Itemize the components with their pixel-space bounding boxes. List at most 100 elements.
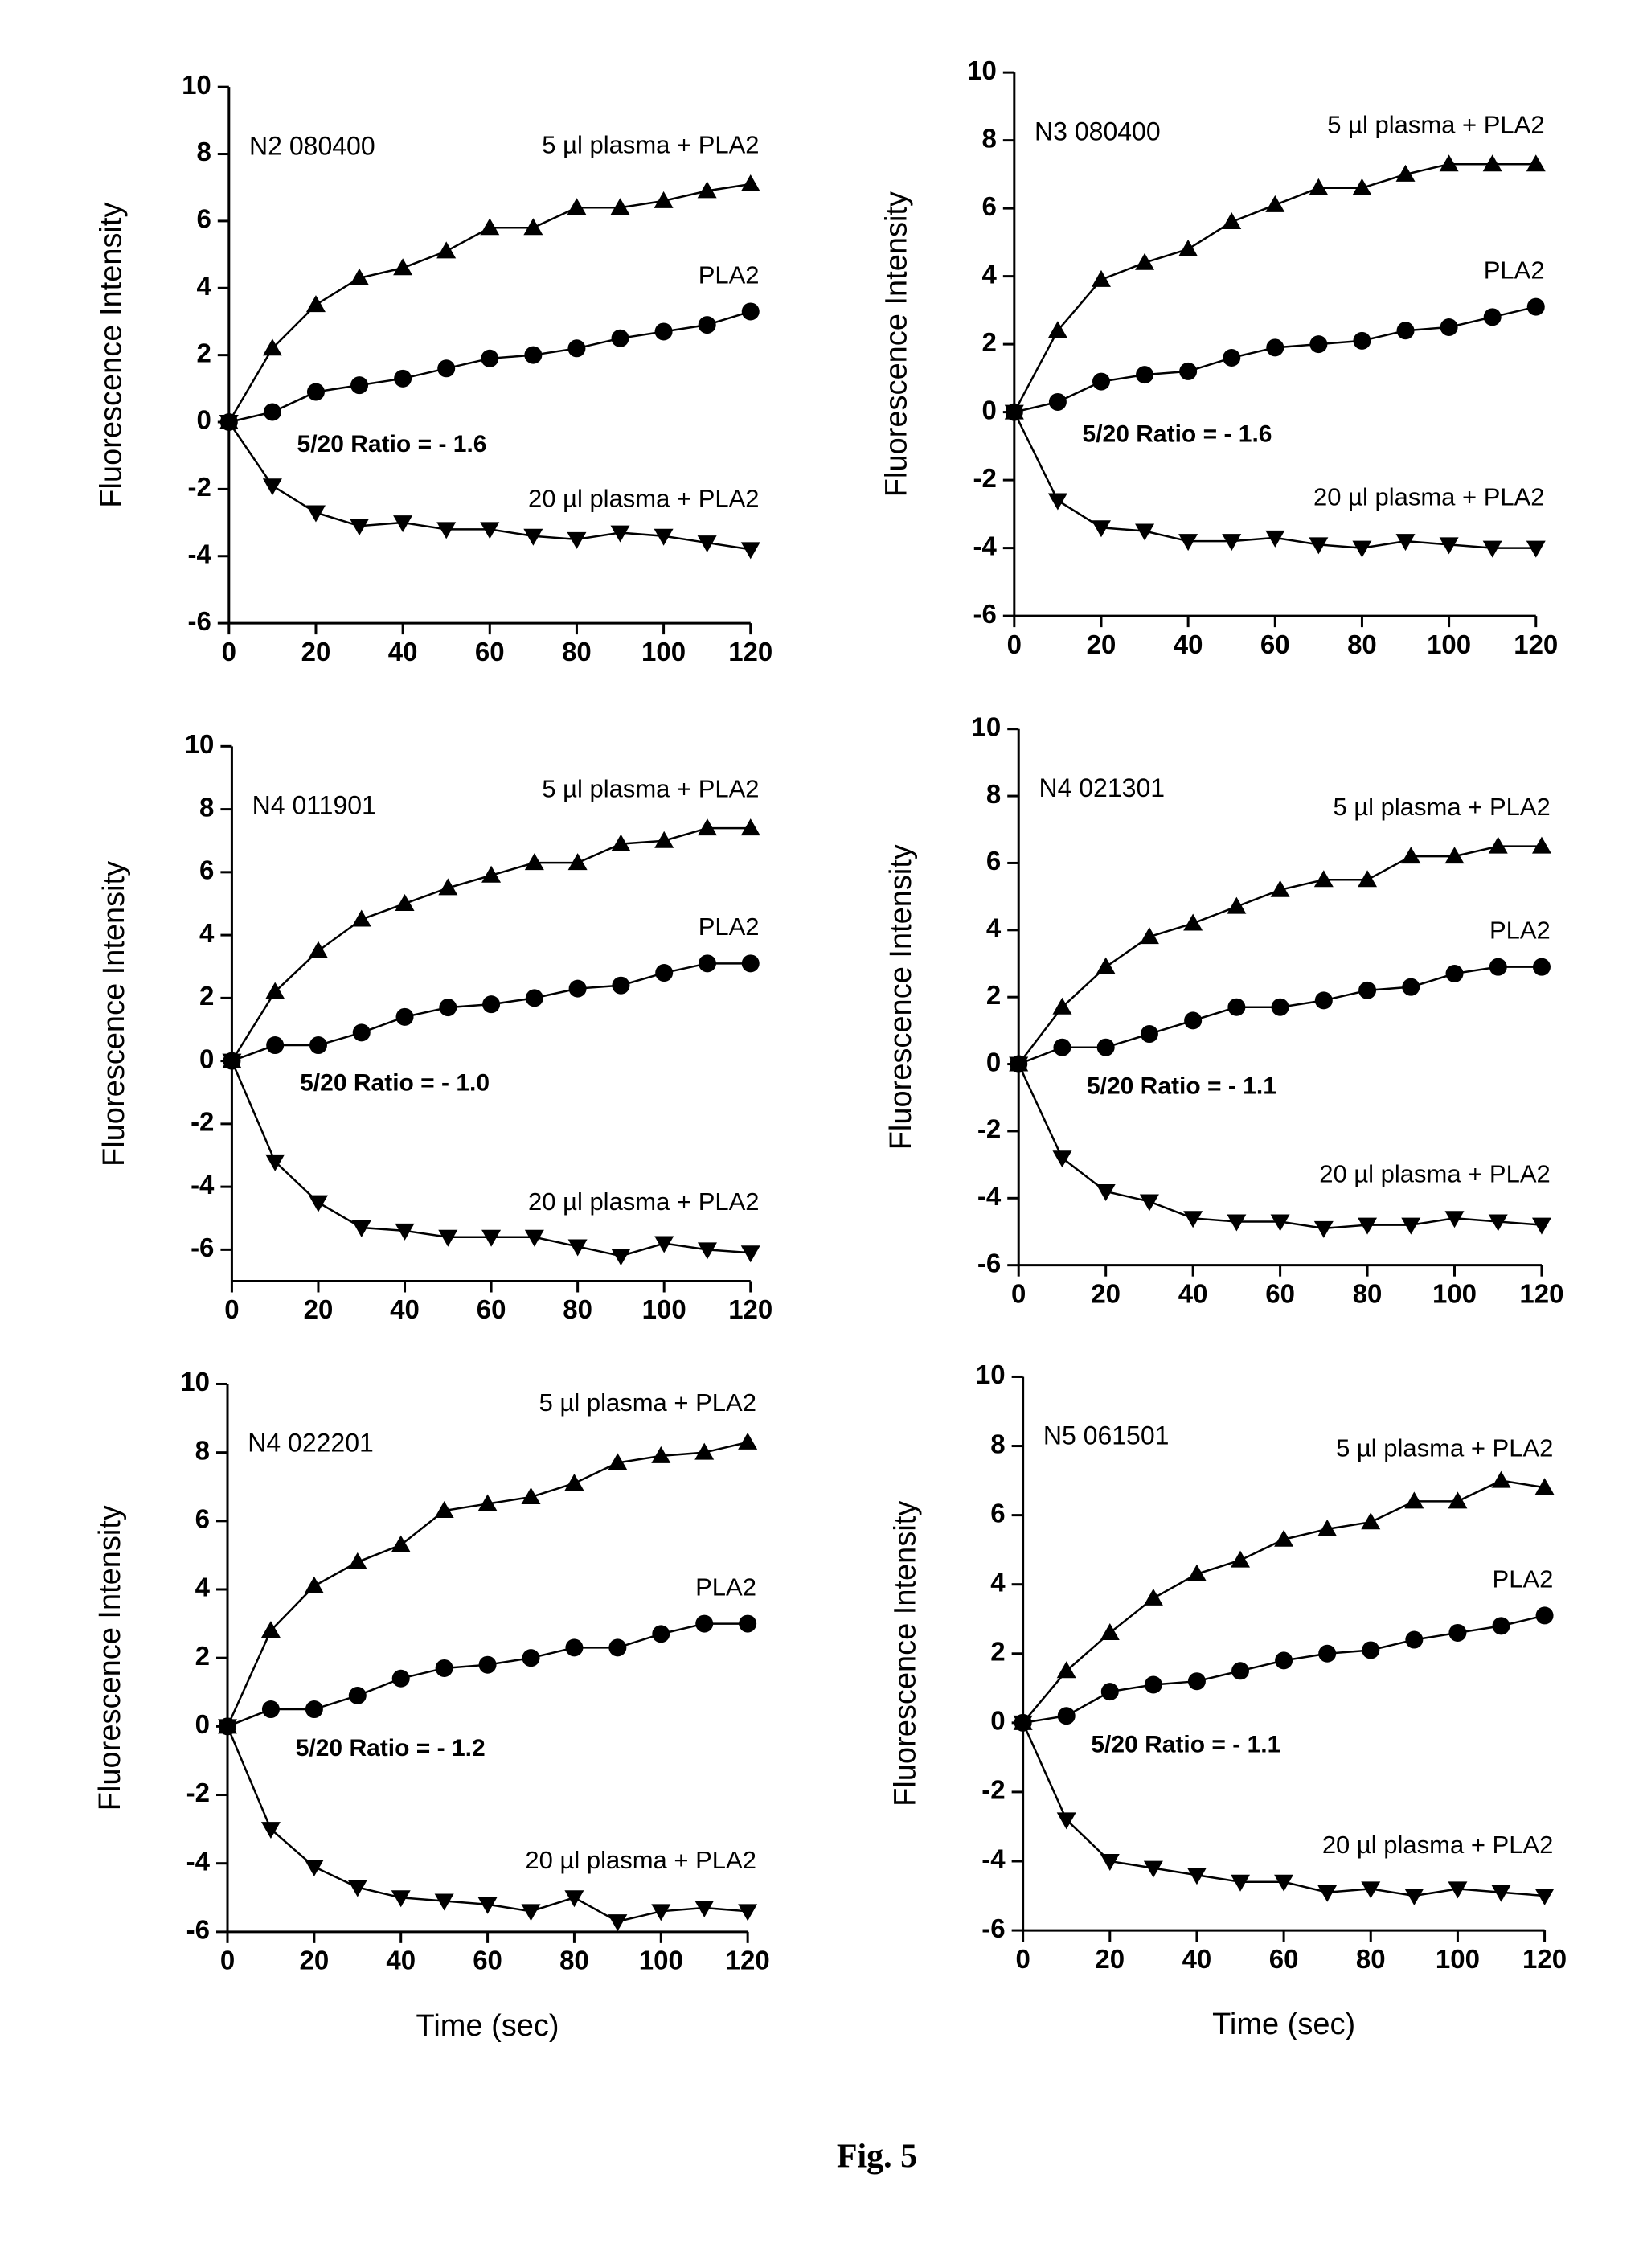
data-point: [698, 818, 717, 835]
data-point: [1491, 1471, 1510, 1488]
y-tick-label: 2: [196, 338, 211, 367]
data-point: [1440, 154, 1459, 171]
series-label: 20 µl plasma + PLA2: [1313, 483, 1545, 511]
data-point: [263, 478, 282, 495]
data-point: [1314, 1221, 1334, 1238]
sample-id: N4 011901: [252, 791, 376, 820]
x-tick-label: 120: [726, 1946, 770, 1975]
x-tick-label: 20: [1095, 1944, 1125, 1974]
data-point: [1188, 1672, 1206, 1690]
y-tick-label: 4: [196, 271, 211, 301]
data-point: [1526, 541, 1546, 558]
y-tick-label: 8: [981, 123, 996, 153]
data-point: [1227, 897, 1246, 914]
series-label: 5 µl plasma + PLA2: [1333, 793, 1550, 821]
data-point: [349, 1687, 367, 1704]
ratio-label: 5/20 Ratio = - 1.2: [296, 1735, 486, 1761]
data-point: [1272, 999, 1289, 1016]
chart-panel: -6-4-20246810020406080100120Fluorescence…: [888, 1360, 1567, 2041]
y-tick-label: 8: [195, 1435, 210, 1465]
data-point: [309, 1036, 327, 1054]
data-point: [395, 894, 415, 911]
data-point: [1227, 1214, 1246, 1231]
x-tick-label: 80: [559, 1946, 589, 1975]
y-tick-label: 8: [196, 137, 211, 166]
x-tick-label: 100: [639, 1946, 683, 1975]
y-tick-label: 0: [981, 395, 996, 424]
data-point: [392, 1670, 410, 1688]
y-tick-label: 6: [986, 846, 1001, 876]
data-point: [305, 1860, 324, 1876]
x-tick-label: 100: [1427, 630, 1471, 659]
series-label: 5 µl plasma + PLA2: [542, 130, 759, 158]
x-tick-label: 100: [641, 637, 686, 666]
x-tick-label: 0: [220, 1946, 235, 1975]
x-tick-label: 100: [1436, 1944, 1480, 1974]
data-point: [1405, 1631, 1423, 1649]
data-point: [479, 1656, 497, 1674]
data-point: [1179, 363, 1197, 380]
ratio-label: 5/20 Ratio = - 1.0: [300, 1069, 490, 1096]
y-tick-label: 10: [972, 712, 1002, 741]
data-point: [1532, 1218, 1551, 1235]
data-point: [307, 383, 325, 400]
series-line: [227, 1442, 748, 1726]
x-tick-label: 60: [1260, 630, 1290, 659]
y-tick-label: 4: [981, 259, 997, 289]
series-label: 5 µl plasma + PLA2: [542, 774, 759, 802]
y-tick-label: -4: [977, 1181, 1002, 1211]
data-point: [481, 350, 498, 367]
data-point: [1533, 958, 1551, 976]
chart-panel: -6-4-20246810020406080100120Fluorescence…: [93, 1367, 770, 2043]
data-point: [1223, 349, 1240, 367]
x-tick-label: 120: [1514, 630, 1558, 659]
series-label: 20 µl plasma + PLA2: [525, 1846, 756, 1874]
series-label: 5 µl plasma + PLA2: [539, 1388, 756, 1417]
data-point: [348, 1552, 367, 1569]
chart-panel: -6-4-20246810020406080100120Fluorescence…: [97, 729, 772, 1324]
x-tick-label: 120: [1522, 1944, 1567, 1974]
data-point: [1140, 1194, 1159, 1211]
series-line: [1014, 307, 1536, 412]
x-tick-label: 40: [1178, 1278, 1208, 1308]
data-point: [1527, 298, 1545, 316]
y-tick-label: 6: [981, 191, 996, 221]
data-point: [350, 376, 368, 394]
x-tick-label: 40: [390, 1294, 420, 1324]
y-axis-title: Fluorescence Intensity: [888, 1501, 922, 1807]
y-tick-label: 10: [967, 55, 997, 85]
data-point: [1309, 335, 1327, 353]
x-tick-label: 60: [475, 637, 505, 666]
data-point: [266, 1036, 284, 1054]
data-point: [742, 954, 760, 972]
y-tick-label: -4: [981, 1844, 1006, 1874]
ratio-label: 5/20 Ratio = - 1.6: [297, 431, 487, 457]
data-point: [1222, 212, 1241, 229]
data-point: [306, 295, 326, 312]
figure-caption: Fig. 5: [837, 2139, 917, 2176]
data-point: [1275, 1651, 1293, 1669]
y-tick-label: -2: [977, 1114, 1001, 1144]
y-tick-label: -6: [187, 606, 211, 636]
x-tick-label: 0: [1007, 630, 1022, 659]
y-tick-label: -6: [973, 599, 996, 629]
data-point: [309, 1196, 328, 1212]
x-axis-title: Time (sec): [416, 2009, 559, 2043]
series-label: PLA2: [1489, 917, 1551, 945]
x-axis-title: Time (sec): [1212, 2008, 1355, 2041]
data-point: [352, 910, 371, 927]
data-point: [1484, 308, 1502, 326]
data-point: [1092, 270, 1111, 287]
x-tick-label: 0: [1011, 1278, 1026, 1308]
data-point: [568, 853, 588, 870]
data-point: [481, 1230, 501, 1247]
data-point: [699, 316, 716, 334]
x-tick-label: 60: [1265, 1278, 1295, 1308]
y-axis-title: Fluorescence Intensity: [880, 191, 914, 497]
x-tick-label: 60: [473, 1946, 502, 1975]
data-point: [611, 1249, 630, 1265]
x-tick-label: 80: [1356, 1944, 1386, 1974]
data-point: [1318, 1645, 1336, 1663]
data-point: [567, 198, 586, 215]
series-label: 20 µl plasma + PLA2: [1322, 1831, 1554, 1859]
